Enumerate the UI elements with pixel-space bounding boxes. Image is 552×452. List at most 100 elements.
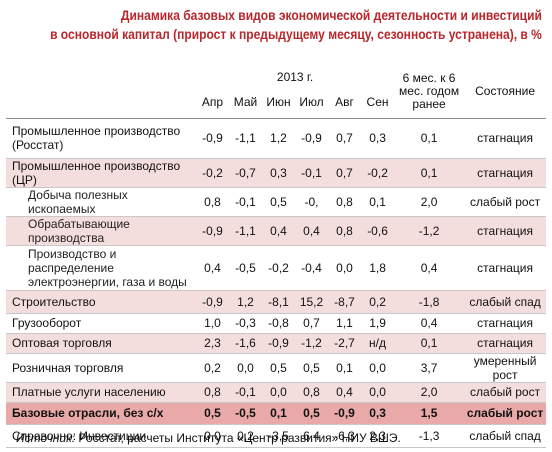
cell: 0,1 xyxy=(361,187,395,217)
row-label: Справочно: Инвестиции xyxy=(6,424,196,448)
cell: умеренный рост xyxy=(464,353,547,383)
cell: -0,4 xyxy=(295,245,328,291)
cell: 1,1 xyxy=(328,313,361,334)
cell: -1,8 xyxy=(394,290,465,314)
cell: 0,7 xyxy=(328,158,361,188)
cell: 0,3 xyxy=(361,118,395,159)
cell: -1,1 xyxy=(229,216,262,246)
column-header: Май xyxy=(229,88,262,119)
row-label: Добыча полезных ископаемых xyxy=(6,187,196,217)
cell: -0,5 xyxy=(229,245,262,291)
source-text: Росстат, расчеты Института «Центр развит… xyxy=(78,431,401,445)
cell: 0,0 xyxy=(196,424,229,448)
row-label: Промышленное производство (Росстат) xyxy=(6,118,196,159)
title-line: в основной капитал (прирост к предыдущем… xyxy=(50,26,542,42)
cell: 0,5 xyxy=(295,402,328,425)
cell: -0,9 xyxy=(196,216,229,246)
column-header: Состояние xyxy=(464,66,547,119)
column-header: Апр xyxy=(196,88,229,119)
cell: 0,5 xyxy=(262,353,295,383)
cell: 0,8 xyxy=(196,187,229,217)
cell: стагнация xyxy=(464,313,547,334)
cell: 0,3 xyxy=(361,402,395,425)
cell: 0,7 xyxy=(295,313,328,334)
row-label: Платные услуги населению xyxy=(6,382,196,403)
cell: -0,9 xyxy=(295,118,328,159)
table-row: Оптовая торговля 2,3 -1,6 -0,9 -1,2 -2,7 н/д 0,… xyxy=(6,333,547,354)
cell: 0,1 xyxy=(394,118,465,159)
row-label: Базовые отрасли, без с/х xyxy=(6,402,196,425)
header-row: 2013 г. 6 мес. к 6 мес. годом ранее Сост… xyxy=(6,66,547,119)
cell: -0, xyxy=(295,187,328,217)
row-label: Оптовая торговля xyxy=(6,333,196,354)
cell: 1,2 xyxy=(262,118,295,159)
cell: -0,8 xyxy=(262,313,295,334)
cell: 0,1 xyxy=(394,158,465,188)
table-row: Промышленное производство (ЦР) -0,2 -0,7 0,… xyxy=(6,158,547,188)
cell: 0,1 xyxy=(394,333,465,354)
cell: -1,2 xyxy=(295,333,328,354)
header-row: Апр Май Июн Июл Авг Сен xyxy=(6,88,546,119)
table-row: Базовые отрасли, без с/х 0,5 -0,5 0,1 0,5 -0,… xyxy=(6,402,547,425)
column-header: 6 мес. к 6 мес. годом ранее xyxy=(394,66,465,119)
row-label: Грузооборот xyxy=(6,313,196,334)
cell: стагнация xyxy=(464,118,547,159)
cell: 0,4 xyxy=(262,216,295,246)
table: 2013 г. 6 мес. к 6 мес. годом ранее Сост… xyxy=(6,66,547,448)
cell: 0,5 xyxy=(262,187,295,217)
cell: 0,0 xyxy=(328,245,361,291)
cell: стагнация xyxy=(464,216,547,246)
cell: 0,4 xyxy=(394,313,465,334)
cell: 0,5 xyxy=(196,402,229,425)
title: Динамика базовых видов экономической дея… xyxy=(50,6,542,44)
cell: 2,0 xyxy=(394,382,465,403)
table-row: Обрабатывающие производства -0,9 -1,1 0,4 0,… xyxy=(6,216,547,246)
cell: 0,3 xyxy=(262,158,295,188)
cell: 15,2 xyxy=(295,290,328,314)
cell: -6,3 xyxy=(328,424,361,448)
cell: 0,1 xyxy=(262,402,295,425)
column-header: Сен xyxy=(361,88,395,119)
cell: -0,9 xyxy=(328,402,361,425)
cell: 0,7 xyxy=(328,118,361,159)
table-body: Промышленное производство (Росстат) -0,9-… xyxy=(6,118,547,448)
cell: 0,0 xyxy=(361,382,395,403)
table-row: Строительство -0,9 1,2 -8,1 15,2 -8,7 0,2 -1,8 с… xyxy=(6,290,547,314)
cell: слабый рост xyxy=(464,382,547,403)
cell: -1,6 xyxy=(229,333,262,354)
row-label: Строительство xyxy=(6,290,196,314)
column-header: Авг xyxy=(328,88,361,119)
row-label: Производство и распределение электроэнер… xyxy=(6,245,196,291)
cell: -0,9 xyxy=(262,333,295,354)
cell: -0,3 xyxy=(229,313,262,334)
table-row: Производство и распределение электроэнер… xyxy=(6,245,547,291)
cell: -0,2 xyxy=(361,158,395,188)
table-header: 2013 г. 6 мес. к 6 мес. годом ранее Сост… xyxy=(6,66,547,119)
cell: стагнация xyxy=(464,158,547,188)
table-row: Грузооборот 1,0 -0,3 -0,8 0,7 1,1 1,9 0,4 стагна… xyxy=(6,313,547,334)
year-header: 2013 г. xyxy=(276,69,314,84)
cell: 6,4 xyxy=(295,424,328,448)
table-row: Добыча полезных ископаемых 0,8 -0,1 0,5 -0, 0… xyxy=(6,187,547,217)
cell: 1,8 xyxy=(361,245,395,291)
source-label: Источник: xyxy=(16,431,76,445)
source: Источник: Росстат, расчеты Института «Це… xyxy=(16,431,401,445)
cell: 0,4 xyxy=(295,216,328,246)
cell: слабый спад xyxy=(464,290,547,314)
column-header: Июл xyxy=(295,88,328,119)
cell: 0,4 xyxy=(394,245,465,291)
cell: -3,5 xyxy=(262,424,295,448)
cell: 0,0 xyxy=(229,353,262,383)
cell: -8,1 xyxy=(262,290,295,314)
cell: -1,2 xyxy=(394,216,465,246)
cell: -0,2 xyxy=(196,158,229,188)
cell: стагнация xyxy=(464,333,547,354)
cell: -0,9 xyxy=(196,290,229,314)
cell: 0,0 xyxy=(262,382,295,403)
cell: 0,2 xyxy=(361,290,395,314)
cell: -0,6 xyxy=(361,216,395,246)
cell: -0,1 xyxy=(295,158,328,188)
cell: 0,8 xyxy=(295,382,328,403)
title-line: Динамика базовых видов экономической дея… xyxy=(121,7,543,23)
